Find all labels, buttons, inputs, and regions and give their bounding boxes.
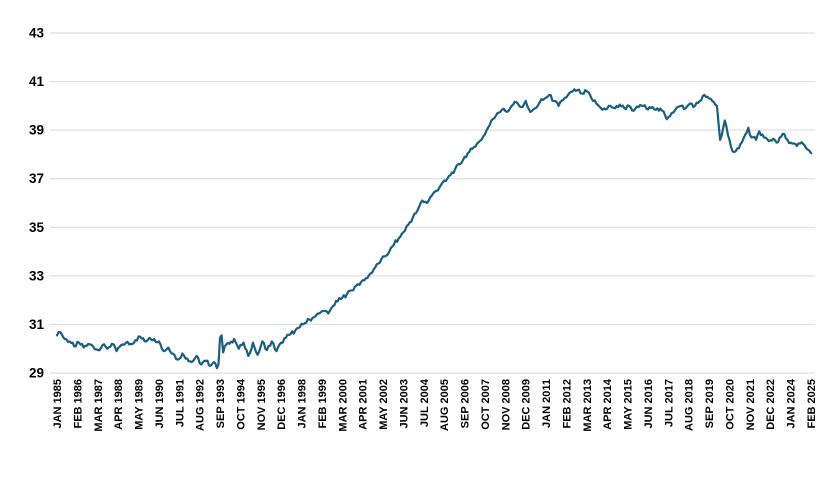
x-tick-label: APR 2001: [358, 379, 370, 430]
x-tick-label: AUG 2018: [684, 379, 696, 431]
x-tick-label: JUL 2004: [419, 378, 431, 427]
y-tick-label: 43: [29, 26, 45, 41]
x-tick-label: MAR 1987: [93, 379, 105, 432]
x-tick-label: JUN 1990: [154, 379, 166, 429]
x-tick-label: OCT 1994: [235, 378, 247, 430]
x-tick-label: NOV 2021: [745, 379, 757, 430]
series-line: [55, 88, 813, 370]
y-tick-label: 39: [29, 123, 44, 138]
x-tick-label: JAN 2024: [786, 378, 798, 428]
x-tick-label: SEP 1993: [215, 379, 227, 428]
x-tick-label: JUN 2003: [398, 379, 410, 429]
x-axis-labels: JAN 1985 FEB 1986 MAR 1987 APR 1988 MAY 1989…: [52, 378, 818, 431]
x-tick-label: JAN 1998: [297, 379, 309, 429]
x-tick-label: DEC 1996: [276, 379, 288, 430]
x-tick-label: OCT 2020: [724, 379, 736, 430]
x-tick-label: DEC 2022: [765, 379, 777, 430]
x-tick-label: MAY 2015: [623, 379, 635, 430]
x-tick-label: JUL 2017: [663, 379, 675, 427]
x-tick-label: NOV 1995: [256, 379, 268, 430]
x-tick-label: FEB 1986: [72, 379, 84, 429]
x-tick-label: SEP 2019: [704, 379, 716, 428]
x-tick-label: JAN 1985: [52, 379, 64, 429]
x-tick-label: MAR 2013: [582, 379, 594, 432]
x-tick-label: JAN 2011: [541, 379, 553, 428]
y-tick-label: 29: [29, 366, 44, 381]
y-tick-label: 35: [29, 220, 45, 235]
x-tick-label: JUL 1991: [174, 379, 186, 427]
x-tick-label: FEB 2025: [806, 379, 818, 429]
y-axis-labels: 29 31 33 35 37 39 41 43: [29, 26, 45, 381]
x-tick-label: MAY 2002: [378, 379, 390, 430]
x-tick-label: NOV 2008: [500, 379, 512, 430]
y-tick-label: 41: [29, 74, 45, 89]
x-tick-label: FEB 1999: [317, 379, 329, 429]
x-tick-label: MAR 2000: [337, 379, 349, 432]
x-tick-label: SEP 2006: [460, 379, 472, 428]
data-series: [55, 88, 813, 370]
y-tick-label: 31: [29, 317, 45, 332]
x-tick-label: AUG 2005: [439, 379, 451, 431]
x-tick-label: MAY 1989: [134, 379, 146, 430]
x-tick-label: AUG 1992: [195, 379, 207, 431]
gridlines: [50, 32, 815, 374]
y-tick-label: 33: [29, 268, 45, 283]
x-tick-label: OCT 2007: [480, 379, 492, 430]
x-tick-label: FEB 2012: [561, 379, 573, 429]
y-tick-label: 37: [29, 171, 44, 186]
x-tick-label: JUN 2016: [643, 379, 655, 429]
x-tick-label: APR 1988: [113, 379, 125, 430]
x-tick-label: APR 2014: [602, 378, 614, 430]
x-tick-label: DEC 2009: [521, 379, 533, 430]
